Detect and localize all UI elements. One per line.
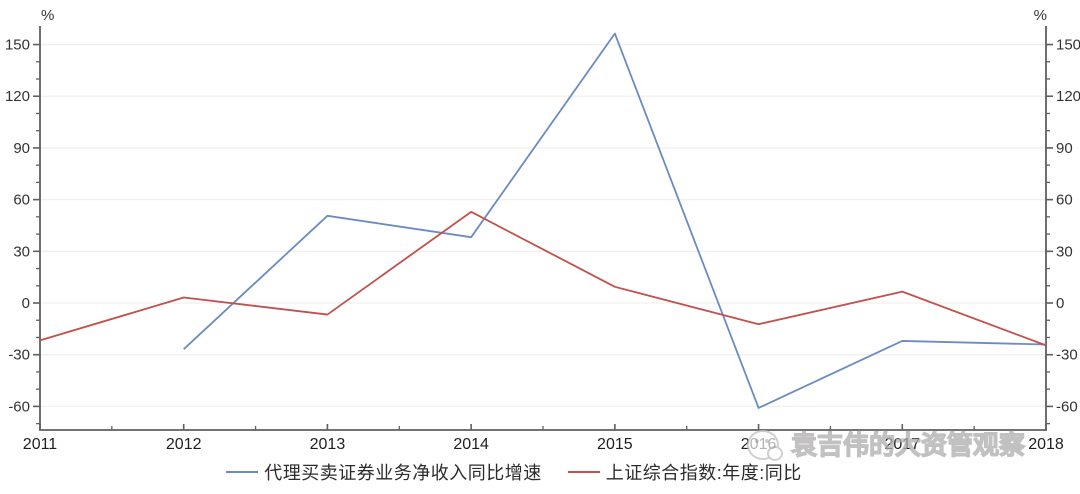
y-tick-label: 90 [1056,140,1073,157]
y-tick-label: 0 [22,295,30,312]
legend: 代理买卖证券业务净收入同比增速 上证综合指数:年度:同比 [0,459,1054,485]
legend-item-shanghai-index[interactable]: 上证综合指数:年度:同比 [567,459,802,485]
y-tick-label: 60 [13,192,30,209]
y-tick-label: 90 [13,140,30,157]
legend-line-sample-blue [226,471,259,473]
legend-line-sample-red [567,471,600,473]
x-tick-label: 2012 [166,436,202,453]
x-tick-label: 2014 [453,436,489,453]
y-tick-label: 60 [1056,192,1073,209]
x-tick-label: 2013 [310,436,346,453]
series-line-0 [183,32,1047,409]
y-tick-label: -60 [8,398,30,415]
legend-label-shanghai-index: 上证综合指数:年度:同比 [605,463,802,483]
y-axis-unit-right: % [1033,7,1047,24]
y-tick-label: 30 [13,243,30,260]
x-tick-label: 2018 [1028,436,1064,453]
x-tick-label: 2011 [23,436,58,453]
y-tick-label: 0 [1056,295,1064,312]
y-tick-label: 120 [5,88,30,105]
x-tick-label: 2017 [884,436,920,453]
y-tick-label: 30 [1056,243,1073,260]
y-tick-label: 150 [5,37,30,54]
y-tick-label: 120 [1056,88,1080,105]
y-tick-label: -30 [1056,347,1078,364]
legend-item-brokerage-income[interactable]: 代理买卖证券业务净收入同比增速 [226,459,542,485]
y-tick-label: 150 [1056,37,1080,54]
y-tick-label: -30 [8,347,30,364]
x-tick-label: 2016 [741,436,777,453]
series-line-1 [39,210,1047,347]
x-tick-label: 2015 [597,436,633,453]
y-axis-unit-left: % [41,7,55,24]
y-tick-label: -60 [1056,398,1078,415]
legend-label-brokerage-income: 代理买卖证券业务净收入同比增速 [264,463,542,483]
